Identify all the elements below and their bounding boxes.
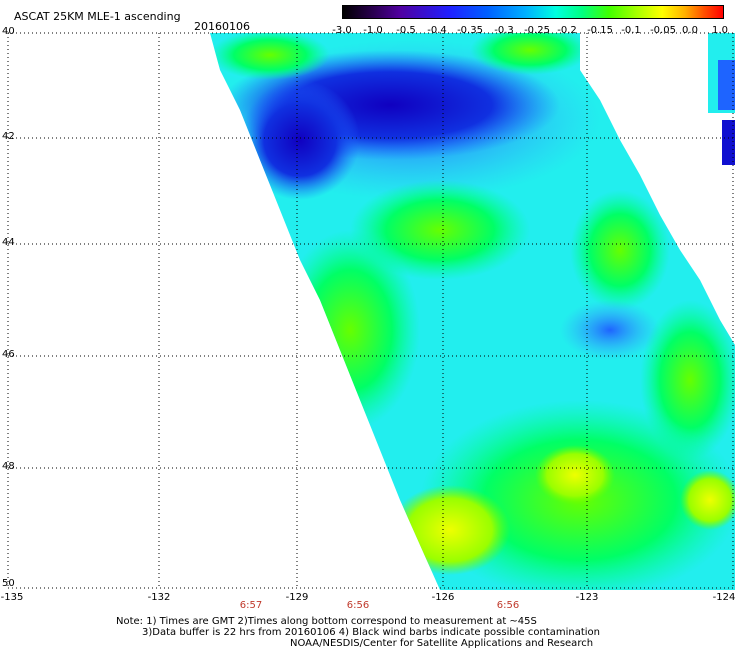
colorbar-tick-label: 0.0	[682, 25, 698, 36]
lon-label: -135	[0, 592, 24, 603]
lon-label: -123	[575, 592, 599, 603]
lon-label: -124	[712, 592, 736, 603]
colorbar-tick-label: -0.25	[524, 25, 550, 36]
swath-field	[210, 33, 735, 590]
colorbar-tick-label: -0.4	[427, 25, 447, 36]
grid-lines	[7, 32, 735, 589]
colorbar	[342, 5, 724, 19]
time-label: 6:57	[239, 600, 263, 611]
note-line-1: Note: 1) Times are GMT 2)Times along bot…	[116, 616, 537, 627]
colorbar-tick-label: -0.35	[457, 25, 483, 36]
lat-label: 42	[2, 131, 15, 142]
time-label: 6:56	[346, 600, 370, 611]
lat-label: 48	[2, 461, 15, 472]
lon-label: -126	[431, 592, 455, 603]
lat-label: 50	[2, 578, 15, 589]
colorbar-tick-label: -0.1	[621, 25, 641, 36]
lon-label: -132	[147, 592, 171, 603]
colorbar-tick-label: -3.0	[332, 25, 352, 36]
colorbar-tick-label: -0.3	[494, 25, 514, 36]
colorbar-tick-label: -0.15	[587, 25, 613, 36]
chart-date: 20160106	[194, 20, 250, 33]
chart-title: ASCAT 25KM MLE-1 ascending	[14, 10, 181, 23]
lon-label: -129	[285, 592, 309, 603]
edge-strip-blue	[718, 60, 735, 110]
time-label: 6:56	[496, 600, 520, 611]
colorbar-tick-label: -0.2	[557, 25, 577, 36]
lat-label: 46	[2, 349, 15, 360]
lat-label: 44	[2, 237, 15, 248]
lat-label: 40	[2, 26, 15, 37]
colorbar-tick-label: -1.0	[363, 25, 383, 36]
note-line-2: 3)Data buffer is 22 hrs from 20160106 4)…	[142, 627, 600, 638]
colorbar-tick-label: -0.05	[650, 25, 676, 36]
colorbar-tick-label: -0.5	[396, 25, 416, 36]
note-line-3: NOAA/NESDIS/Center for Satellite Applica…	[290, 638, 594, 649]
edge-strip-dark	[722, 120, 735, 165]
colorbar-tick-label: 1.0	[712, 25, 728, 36]
